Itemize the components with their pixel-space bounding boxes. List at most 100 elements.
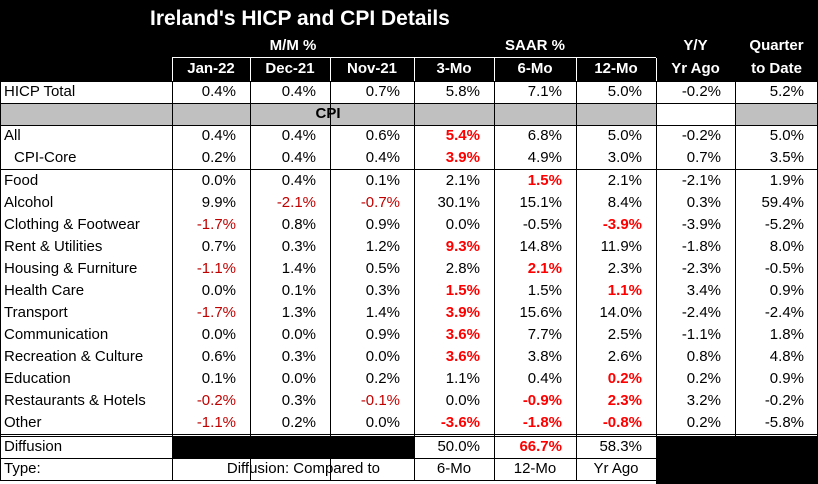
cell: 0.1%	[365, 172, 400, 189]
cell: 0.0%	[365, 414, 400, 431]
row-label: Communication	[4, 326, 109, 343]
cell: 0.6%	[365, 127, 400, 144]
cell: -0.9%	[522, 392, 562, 409]
grid-line	[0, 81, 1, 480]
cell: 7.1%	[527, 83, 562, 100]
cell: 0.2%	[365, 370, 400, 387]
cell: 8.0%	[769, 238, 804, 255]
cell: -1.1%	[681, 326, 721, 343]
grid-line	[576, 81, 577, 480]
row-label: Restaurants & Hotels	[4, 392, 146, 409]
cell: -0.2%	[196, 392, 236, 409]
cell: -1.7%	[196, 216, 236, 233]
cell: 5.2%	[769, 83, 804, 100]
cell: 1.3%	[281, 304, 316, 321]
cell: -5.8%	[764, 414, 804, 431]
cell: 59.4%	[761, 194, 804, 211]
cell: 9.3%	[445, 238, 480, 255]
header-divider	[250, 58, 251, 81]
cell: 1.2%	[365, 238, 400, 255]
cell: -2.1%	[681, 172, 721, 189]
cell: -0.5%	[522, 216, 562, 233]
cell: 1.9%	[769, 172, 804, 189]
cell: 0.7%	[365, 83, 400, 100]
cell: 11.9%	[600, 238, 642, 255]
cell: 1.8%	[769, 326, 804, 343]
cell: -3.9%	[602, 216, 642, 233]
cell: 14.8%	[519, 238, 562, 255]
group-header: M/M %	[269, 37, 317, 54]
diffusion-cell: 58.3%	[599, 438, 642, 455]
header-divider	[494, 58, 495, 81]
cell: 0.0%	[201, 282, 236, 299]
cell: -0.2%	[764, 392, 804, 409]
section-label: CPI	[315, 105, 341, 122]
row-label: Alcohol	[4, 194, 54, 211]
cell: 0.2%	[686, 414, 721, 431]
cell: 14.0%	[599, 304, 642, 321]
cell: -3.6%	[440, 414, 480, 431]
cell: 0.3%	[281, 392, 316, 409]
column-header: Dec-21	[265, 60, 315, 77]
cell: -1.1%	[196, 414, 236, 431]
cell: 2.3%	[607, 392, 642, 409]
cell: 0.0%	[201, 172, 236, 189]
cell: 0.7%	[686, 149, 721, 166]
row-label: Clothing & Footwear	[4, 216, 140, 233]
row-label: All	[4, 127, 21, 144]
cell: -0.8%	[602, 414, 642, 431]
cell: 0.8%	[686, 348, 721, 365]
cell: 0.0%	[445, 216, 480, 233]
cell: -0.7%	[360, 194, 400, 211]
cell: 5.8%	[445, 83, 480, 100]
cell: 0.9%	[365, 326, 400, 343]
cell: 5.0%	[769, 127, 804, 144]
cell: 0.7%	[201, 238, 236, 255]
diffusion-cell: 66.7%	[519, 438, 562, 455]
cell: 1.1%	[607, 282, 642, 299]
section-band	[0, 103, 656, 125]
group-header: SAAR %	[504, 37, 565, 54]
cell: 0.0%	[365, 348, 400, 365]
row-label: HICP Total	[4, 83, 76, 100]
cell: -0.2%	[681, 83, 721, 100]
row-label: Rent & Utilities	[4, 238, 103, 255]
header-divider	[414, 58, 415, 81]
row-label: Health Care	[4, 282, 85, 299]
cell: 0.4%	[527, 370, 562, 387]
row-label: Recreation & Culture	[4, 348, 144, 365]
cell: -0.2%	[681, 127, 721, 144]
cell: 1.1%	[445, 370, 480, 387]
cell: 7.7%	[527, 326, 562, 343]
grid-line	[735, 81, 736, 436]
row-label: Other	[4, 414, 42, 431]
cell: 0.4%	[281, 83, 316, 100]
cell: 0.9%	[769, 370, 804, 387]
cell: 0.8%	[281, 216, 316, 233]
cell: 8.4%	[607, 194, 642, 211]
cell: 9.9%	[201, 194, 236, 211]
cell: -3.9%	[681, 216, 721, 233]
header-background	[0, 0, 818, 81]
grid-line	[0, 81, 818, 82]
cell: 3.6%	[445, 348, 480, 365]
cell: 2.6%	[607, 348, 642, 365]
cell: 0.3%	[281, 238, 316, 255]
qtd-header: Quarter	[749, 37, 804, 54]
cell: 5.0%	[607, 83, 642, 100]
header-rule	[172, 57, 656, 58]
grid-line	[414, 81, 415, 480]
grid-line	[330, 81, 331, 480]
cell: 3.8%	[527, 348, 562, 365]
cell: -0.5%	[764, 260, 804, 277]
blank-block	[172, 436, 414, 458]
cell: 5.0%	[607, 127, 642, 144]
cell: 2.5%	[607, 326, 642, 343]
grid-line	[0, 436, 656, 437]
cell: 0.2%	[281, 414, 316, 431]
cell: -2.1%	[276, 194, 316, 211]
cell: -5.2%	[764, 216, 804, 233]
cell: 0.0%	[201, 326, 236, 343]
cell: 4.9%	[527, 149, 562, 166]
cell: 0.2%	[686, 370, 721, 387]
